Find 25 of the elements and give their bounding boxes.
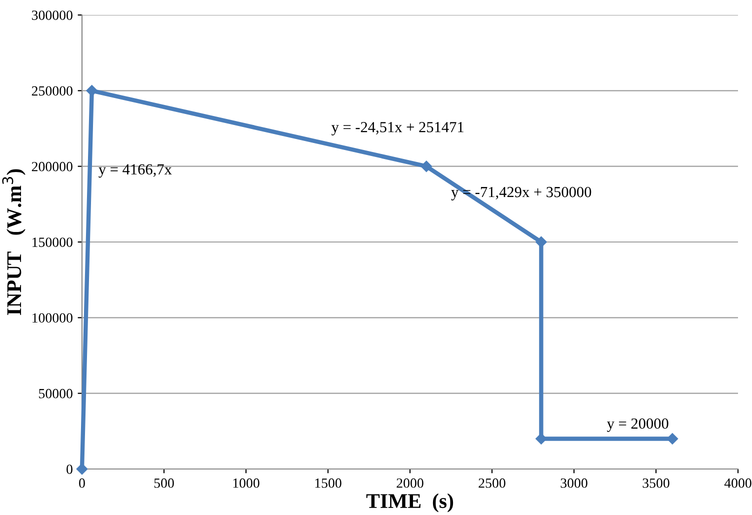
y-tick-label: 0 [66, 464, 72, 474]
x-tick-label: 1500 [315, 478, 342, 488]
x-tick-label: 2500 [478, 478, 506, 488]
point [536, 433, 547, 444]
x-tick-label: 1000 [233, 478, 260, 488]
annotation: y = 4166,7x [98, 164, 172, 178]
x-tick-label: 500 [154, 478, 174, 488]
annotation: y = -71,429x + 350000 [451, 186, 592, 200]
point [86, 85, 98, 96]
y-tick-label: 50000 [39, 388, 72, 398]
x-axis-title: TIME (s) [366, 493, 454, 512]
y-tick-label: 250000 [32, 86, 72, 96]
y-axis-title: INPUT (W.m$^{3}$) [2, 169, 26, 316]
y-tick-label: 150000 [32, 238, 72, 247]
annotation: y = 20000 [606, 418, 668, 432]
x-tick-label: 3000 [560, 478, 588, 488]
x-tick-label: 4000 [724, 478, 752, 488]
x-tick-label: 2000 [396, 478, 424, 488]
x-tick-label: 0 [79, 478, 85, 488]
y-tick-label: 200000 [32, 162, 72, 172]
x-tick-label: 3500 [642, 478, 670, 488]
point [420, 160, 432, 172]
annotation: y = -24,51x + 251471 [331, 122, 464, 136]
y-tick-label: 100000 [32, 313, 72, 323]
y-tick-label: 300000 [32, 10, 72, 20]
